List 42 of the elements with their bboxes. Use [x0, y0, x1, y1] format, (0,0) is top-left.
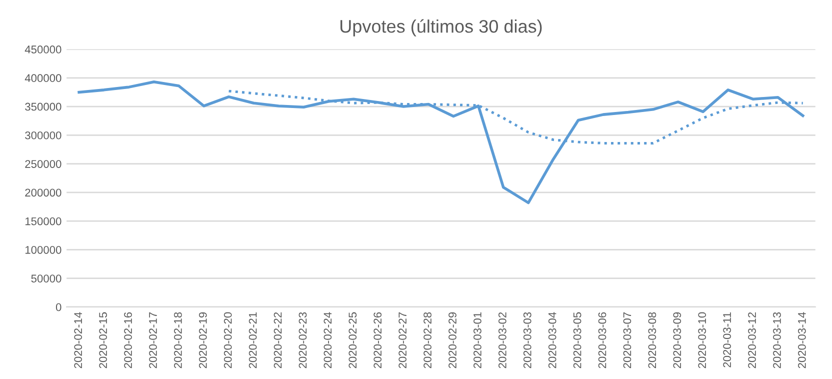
y-tick-label: 50000 [31, 274, 62, 282]
x-tick-label: 2020-02-25 [348, 312, 357, 368]
x-tick-label: 2020-02-24 [324, 312, 332, 368]
y-tick-label: 200000 [25, 188, 62, 197]
x-tick-label: 2020-02-19 [198, 312, 207, 368]
x-tick-label: 2020-02-15 [99, 312, 107, 368]
y-tick-label: 100000 [25, 246, 62, 254]
x-tick-label: 2020-02-29 [448, 312, 456, 368]
x-tick-label: 2020-03-11 [723, 312, 731, 368]
x-tick-label: 2020-03-07 [623, 312, 632, 368]
x-tick-label: 2020-02-20 [224, 312, 232, 368]
x-tick-label: 2020-02-26 [374, 312, 382, 368]
x-tick-label: 2020-02-18 [174, 312, 182, 368]
x-tick-label: 2020-03-04 [548, 312, 556, 368]
y-tick-label: 0 [56, 303, 62, 312]
line-series [78, 80, 804, 204]
x-tick-label: 2020-03-10 [698, 312, 706, 368]
x-tick-label: 2020-02-21 [248, 312, 257, 368]
x-tick-label: 2020-02-23 [298, 312, 307, 368]
x-tick-label: 2020-03-02 [498, 312, 506, 368]
y-tick-label: 400000 [24, 74, 62, 82]
y-tick-label: 350000 [25, 102, 62, 111]
x-tick-label: 2020-03-14 [798, 312, 806, 368]
x-tick-label: 2020-03-13 [773, 312, 781, 368]
x-tick-label: 2020-03-03 [523, 312, 532, 368]
x-tick-label: 2020-03-01 [474, 312, 482, 368]
x-tick-label: 2020-03-05 [573, 312, 582, 368]
y-tick-label: 150000 [25, 217, 62, 226]
x-tick-label: 2020-03-06 [598, 312, 606, 368]
y-tick-label: 250000 [25, 160, 62, 168]
x-tick-label: 2020-02-22 [274, 312, 282, 368]
chart-title: Upvotes (últimos 30 dias) [340, 19, 542, 36]
x-tick-label: 2020-02-28 [424, 312, 432, 368]
x-tick-label: 2020-03-12 [748, 312, 756, 368]
x-tick-label: 2020-02-14 [74, 312, 82, 368]
y-tick-label: 450000 [24, 46, 62, 54]
x-tick-label: 2020-03-08 [648, 312, 656, 368]
x-tick-label: 2020-02-27 [398, 312, 407, 368]
y-tick-label: 300000 [25, 131, 62, 140]
x-tick-label: 2020-02-17 [149, 312, 157, 368]
x-tick-label: 2020-03-09 [673, 312, 682, 368]
x-tick-label: 2020-02-16 [124, 312, 132, 368]
